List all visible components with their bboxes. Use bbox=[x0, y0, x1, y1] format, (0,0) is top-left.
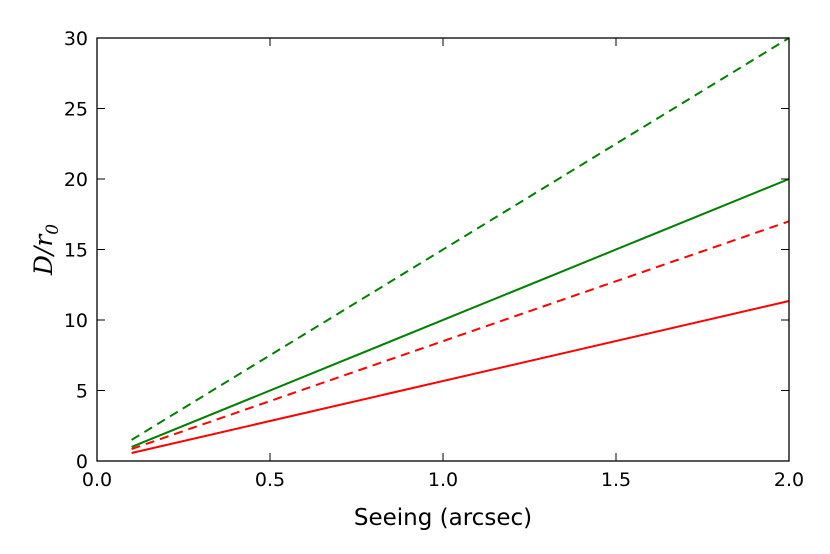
series-line-4 bbox=[131, 300, 790, 454]
y-tick-label: 5 bbox=[76, 381, 88, 403]
series-line-3 bbox=[131, 220, 790, 450]
svg-text:D/r0: D/r0 bbox=[29, 224, 63, 276]
x-tick-label: 1.0 bbox=[428, 469, 458, 491]
x-tick-label: 2.0 bbox=[774, 469, 804, 491]
series-layer bbox=[131, 37, 790, 454]
y-axis-label-main: D/r bbox=[29, 233, 58, 276]
y-axis-label-subscript: 0 bbox=[43, 224, 63, 235]
y-tick-label: 30 bbox=[64, 28, 88, 50]
x-tick-label: 0.5 bbox=[255, 469, 285, 491]
y-tick-label: 0 bbox=[76, 451, 88, 473]
x-tick-label: 0.0 bbox=[82, 469, 112, 491]
y-tick-label: 25 bbox=[64, 99, 88, 121]
y-tick-label: 15 bbox=[64, 240, 88, 262]
x-axis-label: Seeing (arcsec) bbox=[354, 505, 532, 531]
y-tick-label: 10 bbox=[64, 310, 88, 332]
y-axis-label: D/r0 bbox=[29, 224, 63, 276]
x-tick-label: 1.5 bbox=[601, 469, 631, 491]
series-line-2 bbox=[131, 178, 790, 448]
y-tick-label: 20 bbox=[64, 169, 88, 191]
series-line-1 bbox=[131, 37, 790, 441]
ticks-layer: 0.0 0.5 1.0 1.5 2.0 0 5 10 15 20 25 30 bbox=[64, 28, 804, 491]
